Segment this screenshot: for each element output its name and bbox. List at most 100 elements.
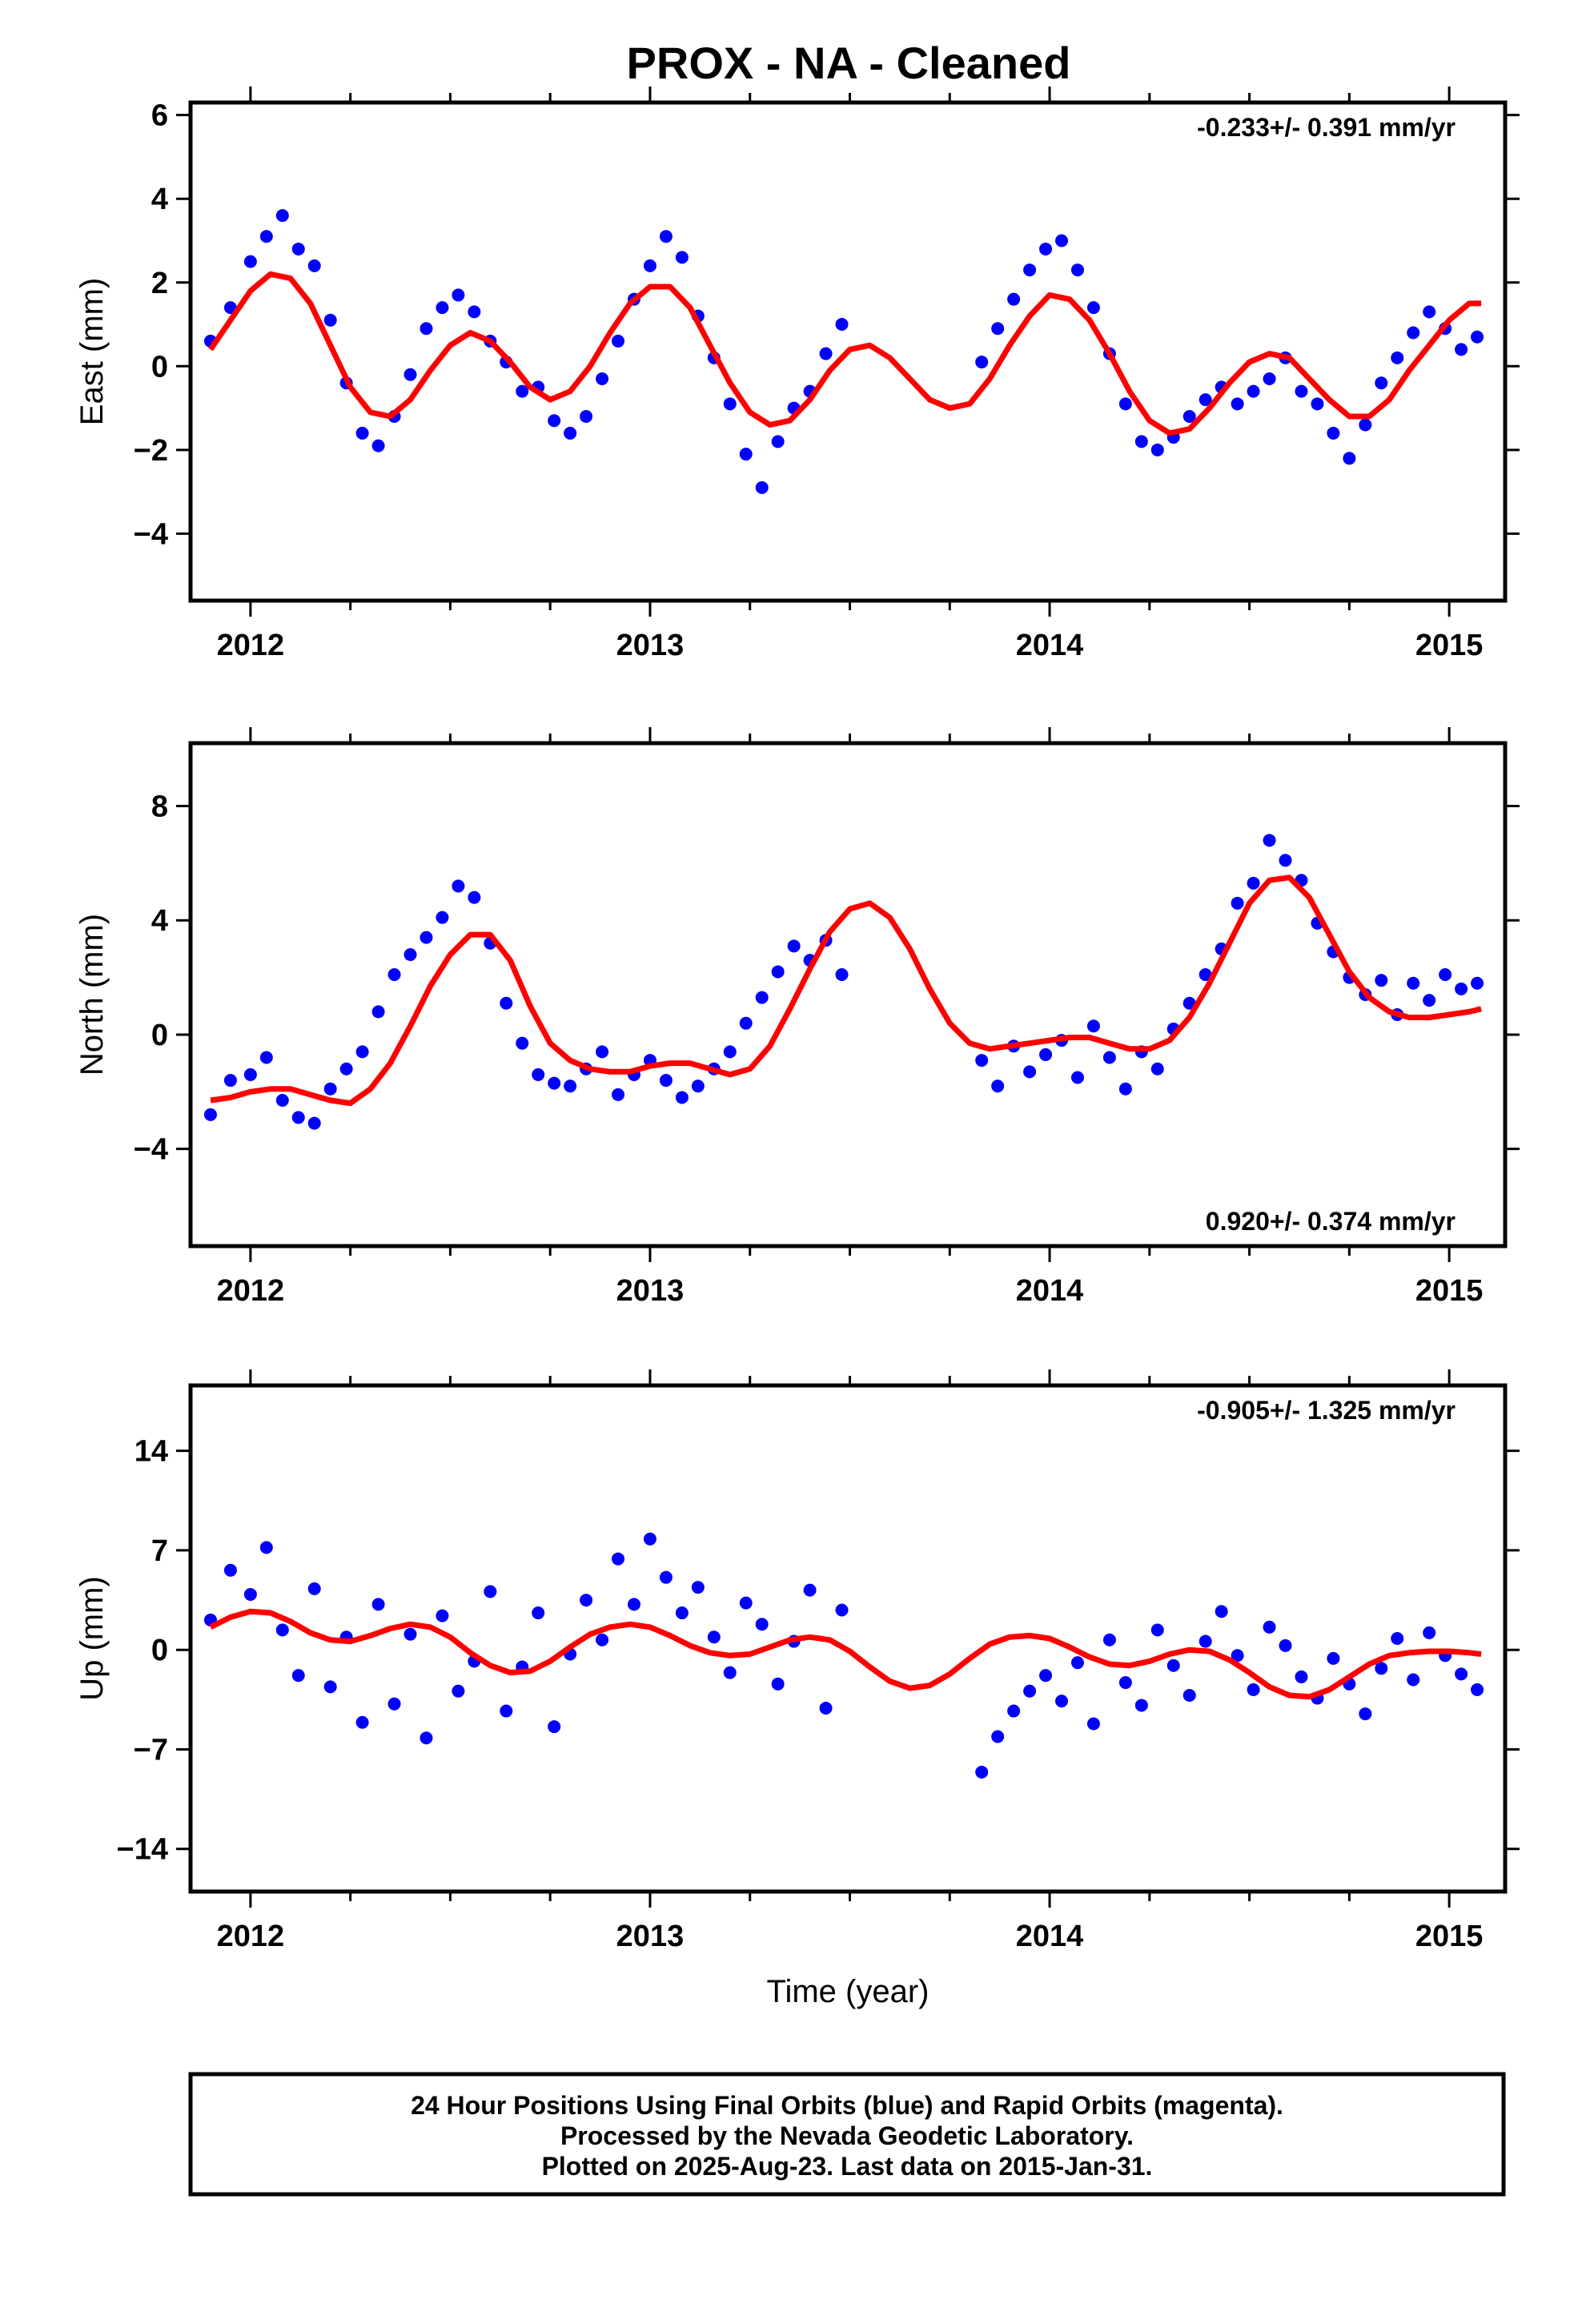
data-point bbox=[1055, 234, 1069, 247]
data-point bbox=[1150, 1062, 1164, 1076]
data-point bbox=[1391, 351, 1404, 364]
footer-line-2: Processed by the Nevada Geodetic Laborat… bbox=[560, 2121, 1134, 2150]
y-axis-label: East (mm) bbox=[74, 278, 110, 425]
data-point bbox=[1231, 896, 1244, 910]
data-point bbox=[1023, 1065, 1037, 1079]
data-point bbox=[1070, 263, 1084, 277]
data-point bbox=[755, 1618, 769, 1631]
data-point bbox=[991, 322, 1005, 336]
data-point bbox=[548, 1720, 561, 1734]
x-tick-label: 2014 bbox=[1016, 1274, 1084, 1308]
data-point bbox=[564, 1080, 577, 1093]
data-point bbox=[771, 435, 785, 448]
data-point bbox=[1311, 397, 1324, 411]
data-point bbox=[484, 1585, 497, 1598]
y-tick-label: 0 bbox=[151, 1634, 168, 1667]
data-point bbox=[991, 1730, 1005, 1743]
data-point bbox=[1359, 418, 1372, 432]
data-point bbox=[1134, 435, 1148, 448]
data-point bbox=[516, 384, 529, 398]
data-point bbox=[755, 480, 769, 494]
data-point bbox=[612, 1088, 625, 1101]
data-point bbox=[612, 334, 625, 348]
data-point bbox=[675, 251, 689, 264]
data-point bbox=[975, 1765, 989, 1779]
x-tick-label: 2013 bbox=[616, 1274, 685, 1308]
data-point bbox=[548, 414, 561, 428]
data-point bbox=[991, 1080, 1005, 1093]
data-point bbox=[1055, 1695, 1069, 1708]
plot-frame bbox=[188, 741, 1508, 1248]
data-point bbox=[803, 1583, 817, 1597]
data-point bbox=[1263, 1620, 1276, 1634]
rate-label: -0.233+/- 0.391 mm/yr bbox=[1197, 113, 1456, 142]
x-tick-label: 2014 bbox=[1016, 629, 1084, 662]
data-point bbox=[643, 259, 656, 272]
y-tick-label: 6 bbox=[151, 99, 168, 133]
data-point bbox=[259, 230, 273, 243]
data-point bbox=[548, 1076, 561, 1090]
data-point bbox=[452, 879, 465, 893]
data-point bbox=[420, 931, 433, 944]
data-point bbox=[1455, 982, 1468, 995]
data-point bbox=[1150, 1623, 1164, 1637]
data-point bbox=[1327, 1651, 1340, 1665]
data-point bbox=[1134, 1699, 1148, 1712]
data-point bbox=[291, 1111, 305, 1124]
data-point bbox=[1375, 376, 1388, 390]
plot-frame bbox=[188, 100, 1508, 603]
data-point bbox=[1423, 305, 1436, 319]
data-point bbox=[1086, 301, 1100, 315]
data-point bbox=[627, 1598, 640, 1611]
data-point bbox=[223, 1074, 237, 1088]
data-point bbox=[259, 1051, 273, 1064]
data-point bbox=[787, 939, 801, 953]
data-point bbox=[323, 313, 337, 327]
data-point bbox=[420, 322, 433, 336]
data-point bbox=[323, 1082, 337, 1096]
data-point bbox=[1199, 1634, 1212, 1648]
data-point bbox=[596, 1045, 609, 1059]
data-point bbox=[596, 372, 609, 385]
data-point bbox=[596, 1633, 609, 1647]
data-point bbox=[1215, 1605, 1228, 1618]
data-point bbox=[659, 230, 673, 243]
data-point bbox=[203, 1108, 217, 1121]
rate-label: -0.905+/- 1.325 mm/yr bbox=[1197, 1396, 1456, 1425]
data-point bbox=[275, 209, 289, 223]
y-tick-label: 14 bbox=[135, 1435, 168, 1469]
data-point bbox=[223, 1563, 237, 1577]
data-point bbox=[1023, 1684, 1037, 1698]
data-point bbox=[1039, 242, 1053, 255]
data-point bbox=[564, 426, 577, 440]
data-point bbox=[371, 439, 385, 452]
data-point bbox=[1102, 1051, 1116, 1064]
data-point bbox=[819, 347, 833, 360]
data-point bbox=[771, 1677, 785, 1691]
data-point bbox=[291, 242, 305, 255]
data-point bbox=[339, 1062, 353, 1076]
data-point bbox=[1407, 1673, 1420, 1687]
data-point bbox=[1359, 1707, 1372, 1721]
data-point bbox=[275, 1623, 289, 1637]
data-point bbox=[323, 1680, 337, 1694]
data-point bbox=[291, 1669, 305, 1683]
data-point bbox=[275, 1094, 289, 1108]
data-point bbox=[1455, 343, 1468, 356]
data-point bbox=[243, 255, 257, 268]
plot-frame bbox=[188, 1383, 1508, 1894]
data-point bbox=[612, 1552, 625, 1566]
data-point bbox=[835, 318, 849, 332]
data-point bbox=[1407, 326, 1420, 340]
fit-line bbox=[208, 271, 1482, 436]
x-tick-label: 2012 bbox=[217, 629, 285, 662]
data-point bbox=[739, 448, 753, 461]
data-point bbox=[436, 1609, 449, 1622]
data-point bbox=[1199, 968, 1212, 982]
x-tick-label: 2015 bbox=[1415, 1920, 1484, 1953]
data-point bbox=[436, 301, 449, 315]
data-point bbox=[1295, 384, 1308, 398]
x-tick-label: 2015 bbox=[1415, 629, 1484, 662]
data-point bbox=[516, 1036, 529, 1050]
plot-area bbox=[203, 1532, 1484, 1779]
